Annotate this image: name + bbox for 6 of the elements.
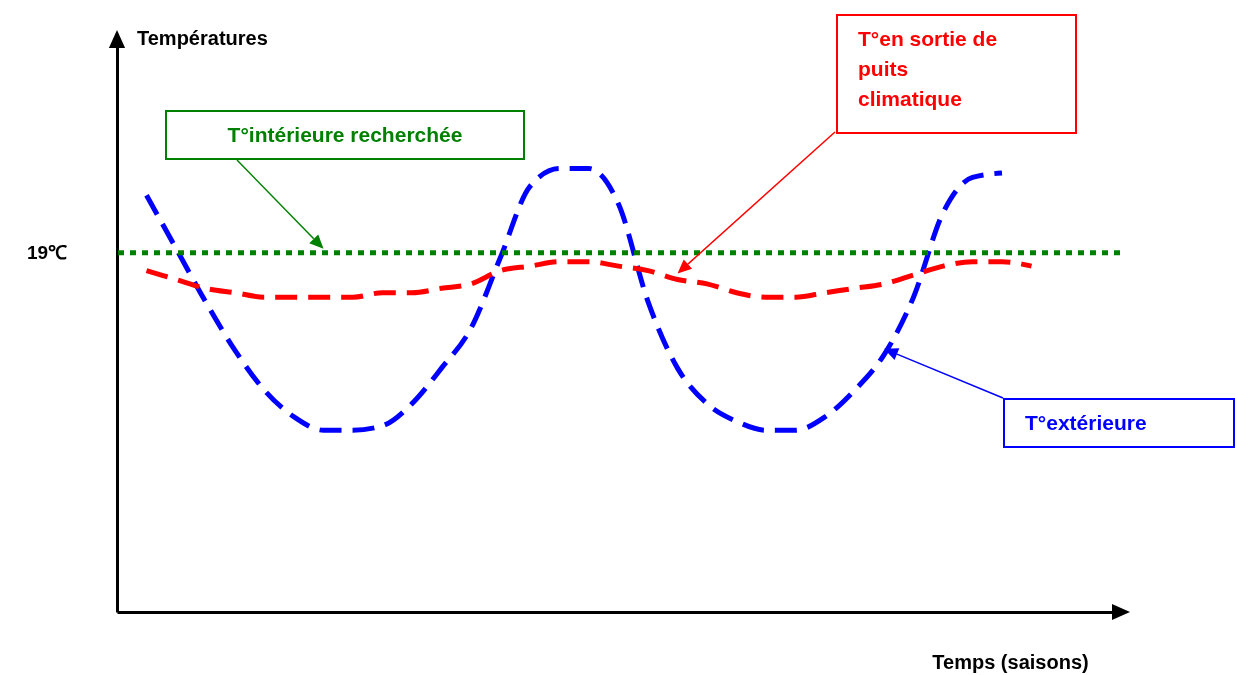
label-box: T°intérieure recherchée xyxy=(165,110,525,160)
label-box: T°extérieure xyxy=(1003,398,1235,448)
ref-line-label: 19℃ xyxy=(26,241,68,263)
x-axis-title: Temps (saisons) xyxy=(932,650,1089,673)
text: Températures xyxy=(137,27,268,50)
label-box: T°en sortie de puits climatique xyxy=(836,14,1077,134)
